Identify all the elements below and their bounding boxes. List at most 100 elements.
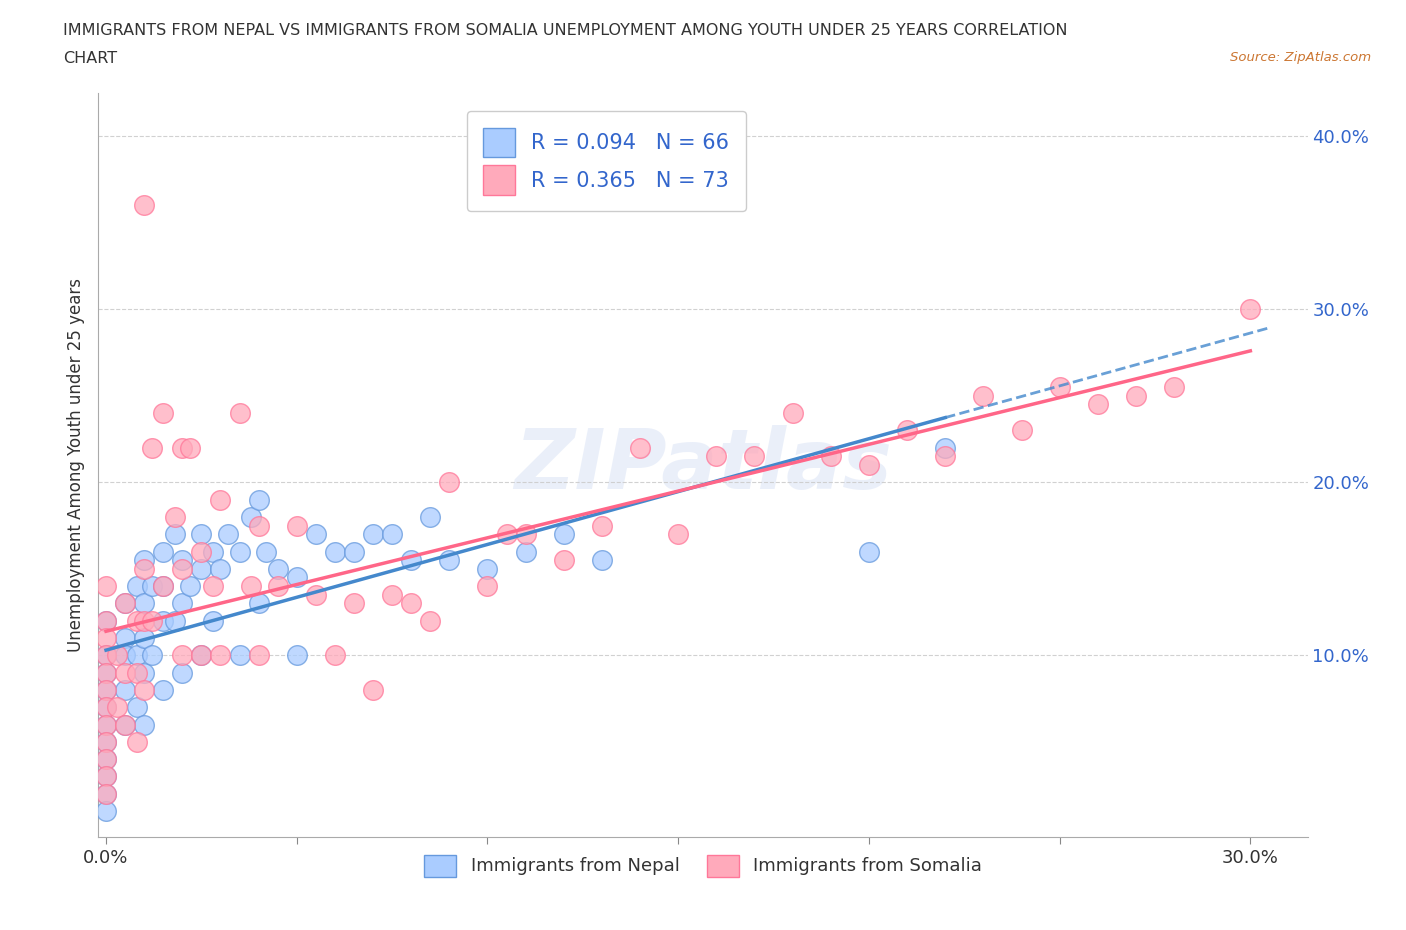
Point [114,665,136,680]
Point [134,631,156,645]
Point [1049,379,1071,394]
Point [125,578,148,593]
Point [94,735,117,750]
Point [125,735,148,750]
Point [94,717,117,732]
Point [114,631,136,645]
Point [381,526,404,541]
Point [240,510,263,525]
Point [399,596,422,611]
Point [744,449,766,464]
Point [94,804,117,818]
Point [114,717,136,732]
Legend: Immigrants from Nepal, Immigrants from Somalia: Immigrants from Nepal, Immigrants from S… [416,847,990,884]
Point [94,613,117,628]
Point [858,458,880,472]
Text: Source: ZipAtlas.com: Source: ZipAtlas.com [1230,51,1371,64]
Point [591,518,613,533]
Point [172,648,194,663]
Point [419,613,441,628]
Point [94,769,117,784]
Point [201,613,224,628]
Point [94,631,117,645]
Point [323,648,346,663]
Point [228,648,250,663]
Point [399,552,422,567]
Point [439,475,461,490]
Point [228,544,250,559]
Point [972,389,994,404]
Point [361,683,384,698]
Point [172,596,194,611]
Point [628,440,651,455]
Point [190,648,212,663]
Point [1011,423,1033,438]
Point [515,526,537,541]
Point [477,578,499,593]
Point [141,613,163,628]
Point [1239,302,1261,317]
Point [152,578,174,593]
Point [152,613,174,628]
Point [141,578,163,593]
Point [172,562,194,577]
Point [152,544,174,559]
Point [495,526,517,541]
Point [152,683,174,698]
Point [134,562,156,577]
Point [305,588,328,603]
Point [172,665,194,680]
Point [267,578,290,593]
Point [228,405,250,420]
Point [1087,397,1109,412]
Point [361,526,384,541]
Point [201,578,224,593]
Point [381,588,404,603]
Point [858,544,880,559]
Point [94,665,117,680]
Point [247,492,270,507]
Point [94,786,117,801]
Point [107,648,129,663]
Point [163,526,186,541]
Point [190,648,212,663]
Point [172,440,194,455]
Point [934,440,956,455]
Point [114,648,136,663]
Point [114,683,136,698]
Point [477,562,499,577]
Point [125,699,148,714]
Point [323,544,346,559]
Point [114,596,136,611]
Point [94,699,117,714]
Point [553,526,575,541]
Point [666,526,689,541]
Point [114,596,136,611]
Point [343,544,366,559]
Point [125,648,148,663]
Point [94,665,117,680]
Point [305,526,328,541]
Point [94,683,117,698]
Point [254,544,277,559]
Text: IMMIGRANTS FROM NEPAL VS IMMIGRANTS FROM SOMALIA UNEMPLOYMENT AMONG YOUTH UNDER : IMMIGRANTS FROM NEPAL VS IMMIGRANTS FROM… [63,23,1067,38]
Point [591,552,613,567]
Point [125,665,148,680]
Point [190,526,212,541]
Point [285,648,308,663]
Point [107,699,129,714]
Point [94,751,117,766]
Point [152,405,174,420]
Point [190,562,212,577]
Point [343,596,366,611]
Y-axis label: Unemployment Among Youth under 25 years: Unemployment Among Youth under 25 years [66,278,84,652]
Point [134,596,156,611]
Point [419,510,441,525]
Point [141,648,163,663]
Point [94,648,117,663]
Point [134,717,156,732]
Point [94,699,117,714]
Point [1125,389,1147,404]
Point [285,518,308,533]
Point [896,423,918,438]
